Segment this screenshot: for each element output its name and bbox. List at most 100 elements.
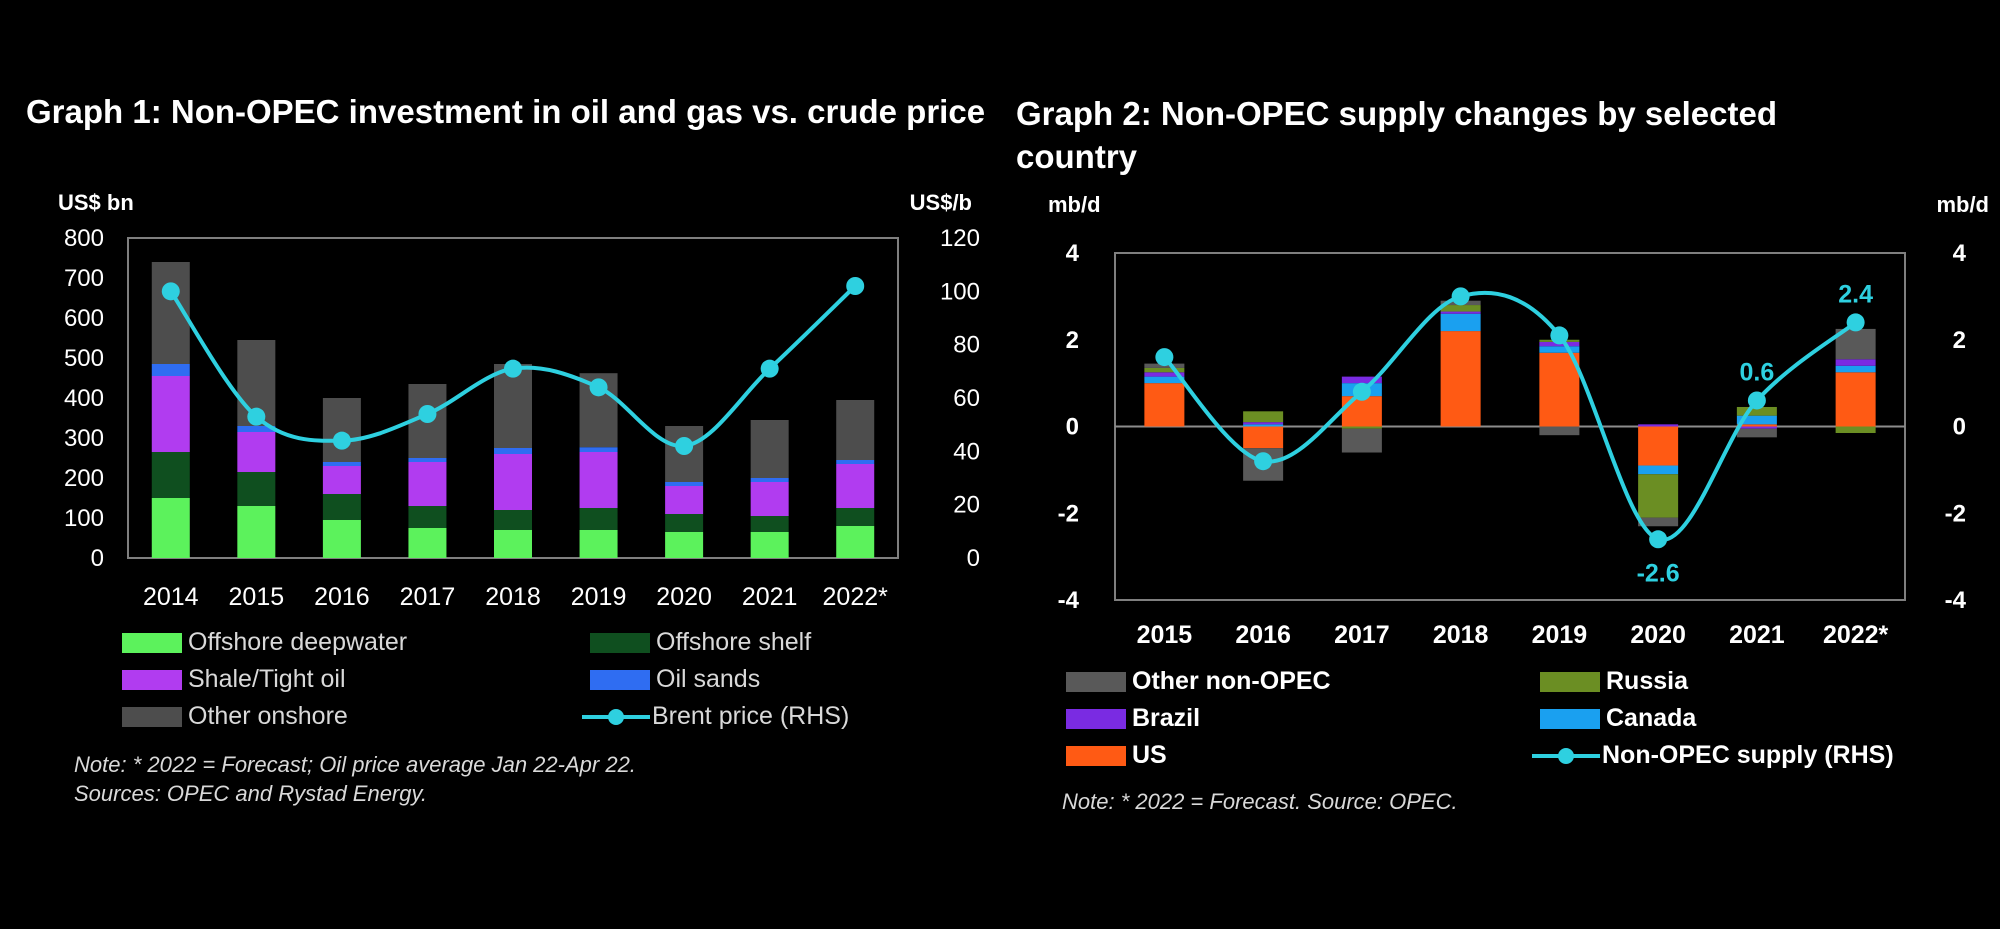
shale-tight-oil-bar (665, 486, 704, 514)
x-category-label: 2014 (143, 583, 199, 611)
x-category-label: 2016 (314, 583, 370, 611)
offshore-deepwater-bar (237, 506, 276, 558)
legend-label: Offshore shelf (656, 628, 812, 656)
legend-label: Russia (1606, 667, 1688, 695)
other-onshore-bar (750, 420, 789, 478)
shale-tight-oil-bar (237, 432, 276, 472)
x-category-label: 2015 (1137, 621, 1193, 649)
right-tick-label: 100 (940, 278, 980, 305)
russia-bar (1243, 411, 1284, 423)
shale-tight-oil-bar (750, 482, 789, 516)
legend-item-offshore-shelf: Offshore shelf (590, 628, 811, 657)
us-bar (1638, 426, 1679, 466)
x-category-label: 2017 (1334, 621, 1390, 649)
oil-sands-bar (494, 448, 532, 454)
offshore-shelf-bar (750, 516, 789, 532)
oil-sands-bar (665, 482, 704, 486)
offshore-shelf-bar (237, 472, 276, 506)
legend-item-us: US (1066, 741, 1167, 770)
offshore-deepwater-bar (408, 528, 447, 558)
shale-tight-oil-bar (151, 376, 190, 452)
legend-label: Non-OPEC supply (RHS) (1602, 741, 1894, 769)
data-label: -2.6 (1637, 559, 1680, 587)
offshore-shelf-bar (322, 494, 361, 520)
offshore-shelf-bar (579, 508, 618, 530)
other-non-opec-bar (1341, 428, 1382, 453)
non-opec-supply-rhs-point (1747, 391, 1766, 410)
right-axis-label: mb/d (1936, 192, 1989, 217)
oil-sands-bar (151, 364, 190, 376)
brent-price-rhs-point (760, 359, 779, 378)
legend-item-shale-tight-oil: Shale/Tight oil (122, 665, 346, 694)
left-tick-label: 200 (64, 465, 104, 492)
canada-bar (1638, 465, 1679, 475)
legend-label: Other onshore (188, 702, 348, 730)
shale-tight-oil-bar (836, 464, 875, 508)
non-opec-supply-rhs-line (1162, 290, 1857, 542)
left-tick-label: 4 (1066, 240, 1080, 267)
left-tick-label: 800 (64, 225, 104, 252)
graph2-note-line: Note: * 2022 = Forecast. Source: OPEC. (1062, 789, 1458, 814)
left-tick-label: 2 (1066, 327, 1079, 354)
oil-sands-bar (237, 426, 276, 432)
shale-tight-oil-bar (579, 452, 618, 508)
legend-label: Canada (1606, 704, 1697, 732)
legend-swatch-icon (122, 706, 182, 727)
us-bar (1440, 331, 1481, 427)
graph1-chart: US$ bn US$/b 0 100 200 300 400 500 600 700 800 0 20 4… (58, 190, 980, 611)
right-tick-label: -4 (1945, 587, 1967, 614)
non-opec-supply-rhs-point (1155, 348, 1174, 367)
canada-bar (1835, 365, 1876, 373)
brazil-bar (1638, 424, 1679, 427)
us-bar (1539, 352, 1580, 427)
legend-item-other-onshore: Other onshore (122, 702, 348, 731)
right-tick-label: 120 (940, 225, 980, 252)
brazil-bar (1144, 372, 1185, 377)
canada-bar (1243, 424, 1284, 427)
offshore-shelf-bar (836, 508, 875, 526)
legend-item-offshore-deepwater: Offshore deepwater (122, 628, 407, 657)
legend-label: Brazil (1132, 704, 1201, 732)
x-category-label: 2021 (742, 583, 798, 611)
non-opec-supply-rhs-point (1451, 287, 1470, 306)
non-opec-supply-rhs-point (1352, 382, 1371, 401)
non-opec-supply-rhs-point (1846, 313, 1865, 332)
brent-price-rhs-point (161, 282, 180, 301)
legend-line-marker-icon (1532, 746, 1600, 766)
graph1-note: Note: * 2022 = Forecast; Oil price avera… (74, 750, 636, 808)
russia-bar (1638, 474, 1679, 518)
offshore-deepwater-bar (579, 530, 618, 558)
brent-price-rhs-point (846, 277, 865, 295)
legend-line-marker-icon (582, 707, 650, 727)
legend-label: Other non-OPEC (1132, 667, 1331, 695)
oil-sands-bar (836, 460, 875, 464)
legend-swatch-icon (1066, 671, 1126, 692)
x-category-label: 2019 (571, 583, 627, 611)
offshore-shelf-bar (408, 506, 447, 528)
brent-price-rhs-point (589, 378, 608, 397)
right-axis-label: US$/b (910, 190, 972, 215)
right-tick-label: 0 (1953, 414, 1966, 441)
non-opec-supply-rhs-point (1550, 326, 1569, 345)
right-tick-label: 40 (953, 438, 980, 465)
legend-item-russia: Russia (1540, 667, 1688, 696)
left-tick-label: 400 (64, 385, 104, 412)
legend-swatch-icon (122, 669, 182, 690)
brazil-bar (1835, 359, 1876, 366)
left-axis-label: mb/d (1048, 192, 1101, 217)
left-tick-label: -2 (1058, 500, 1079, 527)
legend-swatch-icon (1540, 671, 1600, 692)
graph1-note-line: Note: * 2022 = Forecast; Oil price avera… (74, 752, 636, 777)
brazil-bar (1440, 311, 1481, 314)
brent-price-rhs-point (418, 405, 437, 423)
data-label: 0.6 (1739, 358, 1774, 386)
graph1-source-line: Sources: OPEC and Rystad Energy. (74, 781, 427, 806)
legend-item-brent-price-rhs: Brent price (RHS) (582, 702, 849, 731)
offshore-shelf-bar (665, 514, 704, 532)
left-tick-label: 0 (91, 545, 104, 572)
legend-label: Oil sands (656, 665, 761, 693)
legend-swatch-icon (590, 632, 650, 653)
graph2-panel: Graph 2: Non-OPEC supply changes by sele… (1000, 0, 2000, 929)
right-tick-label: 80 (953, 332, 980, 359)
offshore-deepwater-bar (750, 532, 789, 558)
